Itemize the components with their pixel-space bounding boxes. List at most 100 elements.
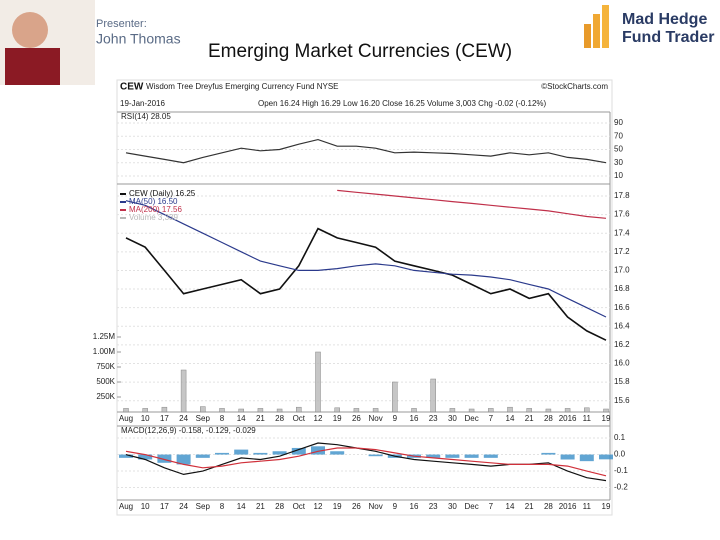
x-tick-label: 10 (141, 414, 150, 423)
bar (334, 407, 340, 413)
y-tick-label: 10 (614, 171, 623, 180)
bar (330, 451, 345, 455)
bar (353, 408, 360, 413)
bar (291, 447, 306, 455)
y-tick-label: -0.2 (614, 483, 628, 492)
x-tick-label: 30 (448, 414, 457, 423)
x-tick-label: Oct (293, 414, 306, 423)
line-series (125, 227, 607, 341)
presenter-label: Presenter: (96, 18, 147, 30)
bar (234, 449, 249, 455)
bar (368, 454, 383, 457)
x-tick-label: Aug (119, 414, 133, 423)
bar (507, 406, 513, 413)
bar (372, 408, 379, 413)
line-series (337, 189, 607, 219)
bar (253, 452, 268, 455)
bar (296, 406, 302, 413)
y-tick-label: 250K (96, 392, 115, 401)
x-tick-label: 21 (256, 502, 265, 511)
y-tick-label: 15.8 (614, 377, 630, 386)
bar (564, 408, 571, 413)
bar (180, 369, 187, 413)
panel-title: RSI(14) 28.05 (121, 112, 171, 121)
legend-label: MA(50) 16.50 (129, 197, 178, 206)
bar (142, 408, 148, 413)
photo-body (5, 48, 60, 85)
chart-frame (116, 79, 613, 516)
x-tick-label: 17 (160, 414, 169, 423)
x-tick-label: 2016 (559, 414, 577, 423)
bar (464, 454, 479, 458)
bar (392, 381, 398, 413)
x-tick-label: 19 (333, 502, 342, 511)
x-tick-label: 21 (525, 502, 534, 511)
line-series (125, 447, 607, 477)
y-tick-label: 1.00M (93, 347, 116, 356)
bar (119, 454, 133, 458)
x-tick-label: 7 (489, 502, 494, 511)
legend-label: MA(200) 17.56 (129, 205, 182, 214)
y-tick-label: 16.8 (614, 284, 630, 293)
x-tick-label: 8 (220, 502, 225, 511)
x-tick-label: 14 (237, 414, 246, 423)
bar (545, 408, 552, 413)
bar (219, 408, 225, 413)
x-tick-label: Sep (196, 414, 211, 423)
x-tick-label: 11 (583, 502, 592, 511)
bar (315, 351, 321, 413)
bar (138, 454, 153, 460)
y-tick-label: 17.4 (614, 228, 630, 237)
y-tick-label: 90 (614, 118, 623, 127)
x-tick-label: Oct (293, 502, 306, 511)
x-tick-label: Dec (464, 502, 478, 511)
y-tick-label: 16.4 (614, 321, 630, 330)
line-series (125, 200, 607, 318)
bar (272, 451, 287, 455)
line-series (125, 138, 607, 164)
y-tick-label: 16.2 (614, 340, 630, 349)
x-tick-label: 24 (179, 502, 188, 511)
y-tick-label: 17.6 (614, 210, 630, 219)
x-tick-label: 14 (506, 502, 515, 511)
bar (526, 408, 532, 413)
y-tick-label: 16.6 (614, 303, 630, 312)
x-tick-label: 9 (393, 414, 398, 423)
bar (483, 454, 498, 458)
y-tick-label: 15.6 (614, 396, 630, 405)
y-tick-label: -0.1 (614, 466, 628, 475)
chart-fund-name: Wisdom Tree Dreyfus Emerging Currency Fu… (146, 82, 339, 91)
bar (200, 406, 206, 413)
bar (176, 454, 191, 465)
y-tick-label: 750K (96, 362, 115, 371)
x-tick-label: Nov (368, 502, 382, 511)
chart-date: 19-Jan-2016 (120, 99, 165, 108)
y-tick-label: 0.1 (614, 433, 626, 442)
bar (426, 454, 441, 458)
bar (123, 408, 129, 413)
x-tick-label: 7 (489, 414, 494, 423)
x-tick-label: Aug (119, 502, 133, 511)
x-tick-label: 8 (220, 414, 225, 423)
x-tick-label: 17 (160, 502, 169, 511)
x-tick-label: 19 (602, 502, 611, 511)
logo-text: Fund Trader (622, 29, 714, 46)
bar (215, 452, 229, 455)
y-tick-label: 500K (96, 377, 115, 386)
bar (157, 454, 172, 463)
bar (195, 454, 210, 458)
logo-bar (584, 24, 591, 48)
legend-label: CEW (Daily) 16.25 (129, 189, 196, 198)
bar (449, 408, 456, 413)
x-tick-label: 28 (275, 502, 284, 511)
y-tick-label: 1.25M (93, 332, 116, 341)
x-tick-label: 19 (333, 414, 342, 423)
y-tick-label: 17.0 (614, 266, 630, 275)
logo-bar (602, 5, 609, 48)
bar (311, 446, 325, 455)
x-tick-label: 26 (352, 502, 361, 511)
x-tick-label: 16 (410, 414, 419, 423)
x-tick-label: 19 (602, 414, 611, 423)
